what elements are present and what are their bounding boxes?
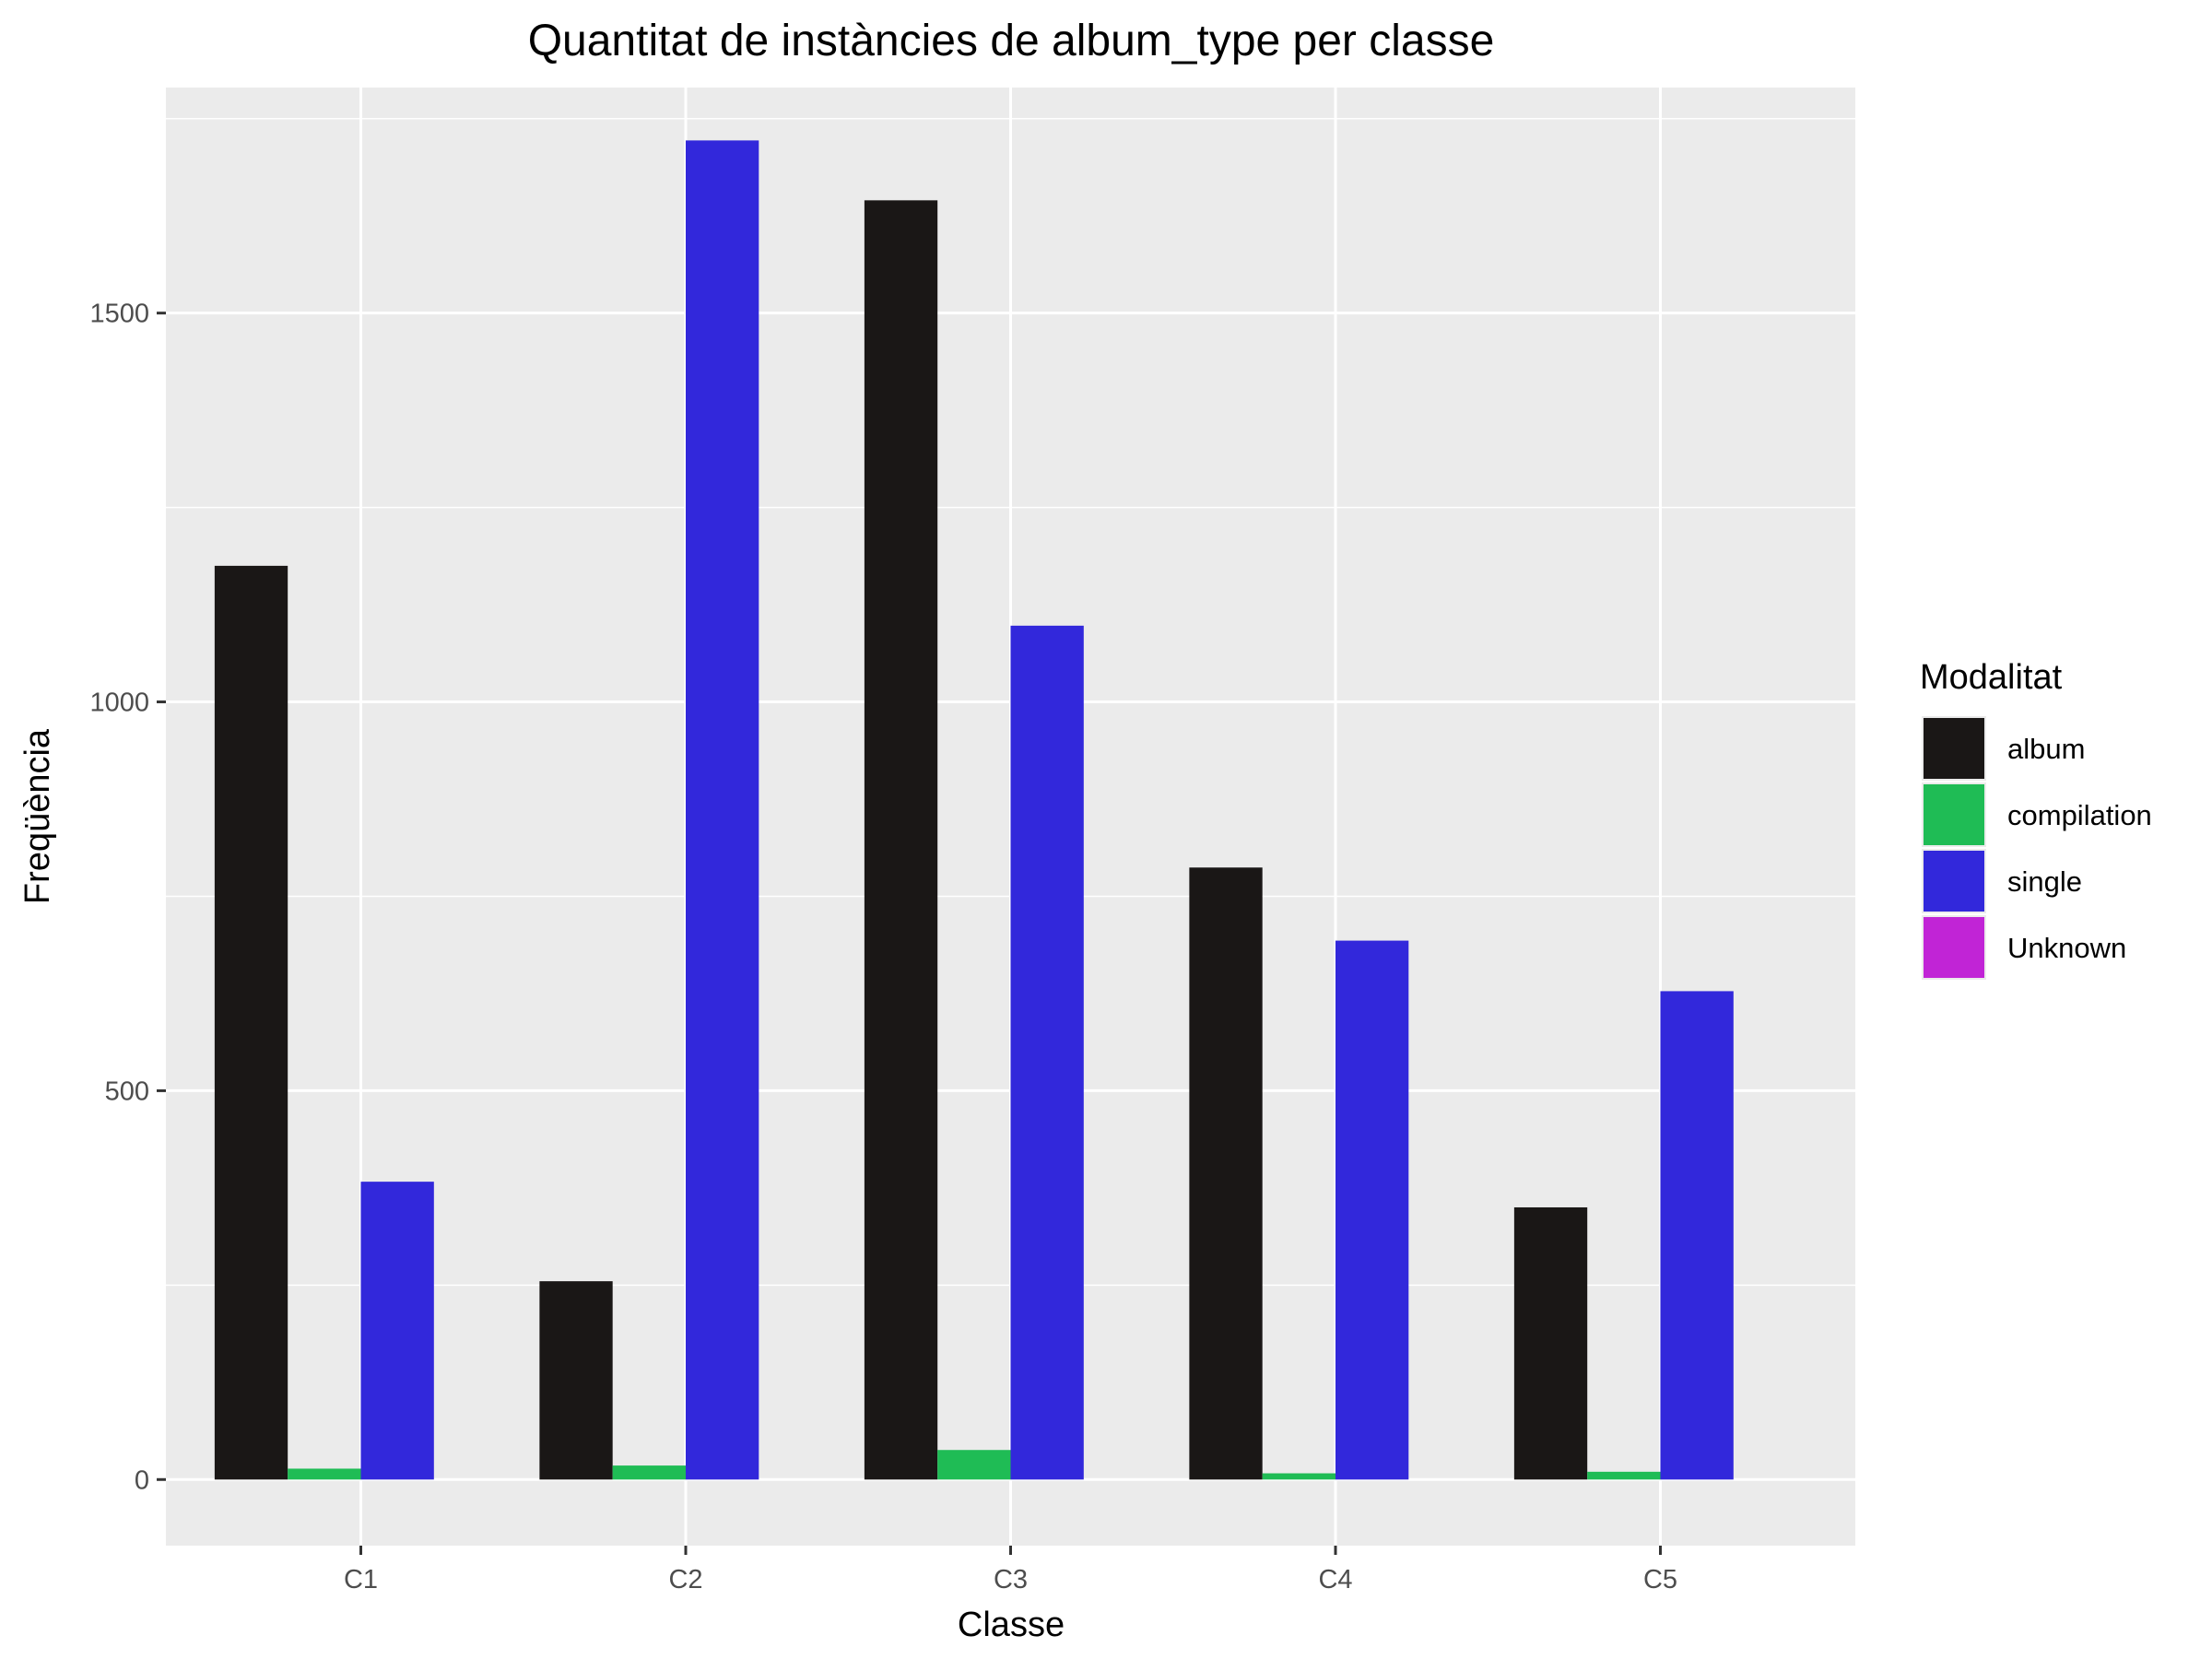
- y-tick-label: 1500: [89, 300, 149, 329]
- bar-single-c3: [1010, 625, 1084, 1480]
- bar-compilation-c3: [937, 1450, 1011, 1480]
- x-tick-label: C1: [344, 1565, 378, 1594]
- bar-compilation-c5: [1587, 1471, 1661, 1480]
- bars: [214, 140, 1734, 1480]
- legend-items: album compilation single Unknown: [1922, 716, 2152, 980]
- x-axis-title: Classe: [958, 1606, 1065, 1644]
- legend-swatch-compilation: [1924, 784, 1984, 845]
- legend-swatch-single: [1924, 851, 1984, 912]
- bar-compilation-c2: [612, 1465, 686, 1480]
- bar-album-c3: [864, 200, 938, 1480]
- y-axis-title: Freqüència: [18, 728, 57, 904]
- legend-label-unknown: Unknown: [2007, 932, 2126, 964]
- bar-album-c5: [1513, 1206, 1588, 1480]
- legend-label-album: album: [2007, 733, 2085, 765]
- bar-album-c4: [1189, 867, 1263, 1480]
- bar-album-c1: [214, 565, 288, 1480]
- bar-single-c4: [1335, 940, 1409, 1480]
- bar-single-c5: [1660, 991, 1734, 1480]
- bar-album-c2: [539, 1281, 613, 1480]
- chart-title: Quantitat de instàncies de album_type pe…: [528, 17, 1495, 65]
- bar-single-c1: [360, 1182, 434, 1480]
- x-tick-label: C5: [1643, 1565, 1677, 1594]
- legend: Modalitat album compilation single Unknown: [1920, 658, 2152, 980]
- legend-title: Modalitat: [1920, 658, 2063, 697]
- x-axis: C1 C2 C3 C4 C5: [344, 1546, 1677, 1594]
- legend-swatch-album: [1924, 718, 1984, 779]
- legend-label-compilation: compilation: [2007, 799, 2152, 831]
- y-axis: 0 500 1000 1500: [89, 300, 166, 1495]
- legend-swatch-unknown: [1924, 917, 1984, 978]
- y-tick-label: 1000: [89, 688, 149, 718]
- x-tick-label: C2: [668, 1565, 702, 1594]
- legend-label-single: single: [2007, 865, 2082, 898]
- x-tick-label: C3: [994, 1565, 1028, 1594]
- y-tick-label: 500: [105, 1077, 149, 1106]
- bar-compilation-c1: [288, 1468, 361, 1480]
- bar-compilation-c4: [1262, 1473, 1335, 1480]
- y-tick-label: 0: [135, 1465, 149, 1495]
- x-tick-label: C4: [1318, 1565, 1352, 1594]
- bar-single-c2: [686, 140, 759, 1480]
